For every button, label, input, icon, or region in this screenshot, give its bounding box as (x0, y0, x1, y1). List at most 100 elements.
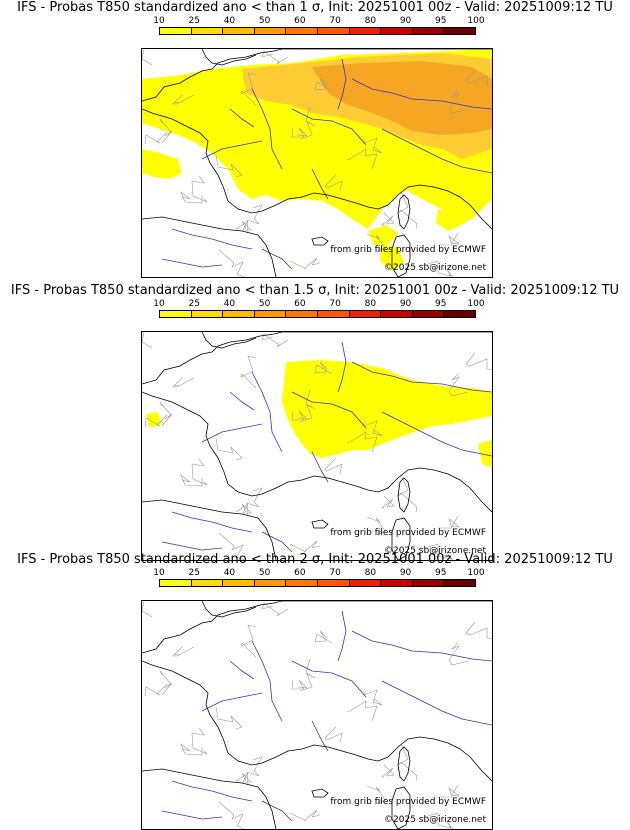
colorbar-segment (190, 311, 223, 317)
admin-border (346, 700, 378, 722)
map-canvas (142, 601, 492, 829)
river-line (261, 248, 293, 270)
colorbar-segment (348, 28, 381, 34)
admin-border (235, 772, 252, 783)
admin-border (420, 543, 454, 560)
colorbar-tick-label: 80 (364, 16, 377, 26)
colorbar-segment (285, 28, 317, 34)
colorbar-tick-label: 100 (467, 568, 485, 578)
colorbar-labels: 10 25 40 50 60 70 80 90 95 100 (153, 568, 484, 578)
colorbar-segment (411, 28, 444, 34)
colorbar-segment (316, 580, 349, 586)
colorbar-segment (190, 580, 223, 586)
panel-title: IFS - Probas T850 standardized ano < tha… (10, 283, 620, 298)
admin-border (261, 50, 289, 65)
admin-border (144, 683, 168, 697)
colorbar (159, 579, 476, 587)
map-canvas (142, 332, 492, 560)
admin-border (142, 601, 153, 618)
river-line (351, 630, 492, 662)
colorbar-tick-label: 25 (188, 299, 200, 309)
admin-border (289, 540, 321, 553)
colorbar-labels: 10 25 40 50 60 70 80 90 95 100 (153, 16, 484, 26)
colorbar-segment (160, 28, 191, 34)
map-frame: from grib files provided by ECMWF ©2025 … (141, 48, 493, 278)
coastline (142, 768, 277, 829)
colorbar-segment (380, 28, 412, 34)
island-outline (311, 236, 329, 246)
admin-border (314, 361, 333, 375)
coastline (201, 49, 257, 66)
admin-border (246, 204, 263, 234)
colorbar-tick-label: 50 (258, 568, 271, 578)
admin-border (191, 727, 208, 755)
colorbar-tick-label: 40 (223, 16, 236, 26)
colorbar-tick-label: 50 (258, 299, 271, 309)
river-line (337, 58, 347, 110)
colorbar-tick-label: 40 (223, 568, 236, 578)
colorbar-tick-label: 10 (153, 16, 165, 26)
river-line (291, 391, 367, 429)
copyright-credit: ©2025 sb@irizone.net (384, 263, 486, 273)
colorbar-tick-label: 95 (435, 568, 447, 578)
admin-border (144, 131, 168, 145)
admin-border (324, 457, 343, 475)
island-outline (391, 517, 411, 560)
admin-border (291, 127, 308, 138)
river-line (261, 531, 293, 553)
admin-border (180, 191, 203, 204)
admin-border (191, 458, 208, 486)
river-line (229, 660, 255, 680)
river-line (381, 680, 492, 726)
admin-border (159, 118, 173, 144)
forecast-panel-1: IFS - Probas T850 standardized ano < tha… (0, 0, 630, 278)
river-line (351, 361, 492, 393)
coastline (142, 601, 492, 782)
colorbar-tick-label: 70 (329, 16, 341, 26)
colorbar-segment (348, 311, 381, 317)
admin-border (324, 174, 343, 192)
panel-title: IFS - Probas T850 standardized ano < tha… (17, 0, 613, 15)
admin-border (289, 809, 321, 822)
probability-area (312, 61, 492, 135)
admin-border (246, 756, 263, 786)
admin-border (314, 630, 333, 644)
coastline (142, 49, 492, 230)
copyright-credit: ©2025 sb@irizone.net (384, 546, 486, 556)
admin-border (180, 474, 203, 487)
probability-area (478, 440, 492, 468)
admin-border (314, 78, 333, 92)
admin-border (346, 431, 378, 453)
admin-border (324, 726, 343, 744)
admin-border (299, 389, 316, 423)
river-line (161, 258, 223, 268)
admin-border (397, 743, 418, 782)
colorbar-segment (348, 580, 381, 586)
admin-border (299, 106, 316, 140)
colorbar-segment (411, 580, 444, 586)
admin-border (397, 474, 418, 513)
admin-border (291, 410, 308, 421)
source-credit: from grib files provided by ECMWF (330, 245, 486, 255)
forecast-panel-3: IFS - Probas T850 standardized ano < tha… (0, 552, 630, 830)
river-line (381, 128, 492, 174)
admin-border (448, 642, 469, 666)
river-line (291, 108, 367, 146)
admin-border (397, 191, 418, 230)
colorbar-tick-label: 100 (467, 16, 485, 26)
river-line (337, 341, 347, 393)
river-line (261, 800, 293, 822)
colorbar-segment (443, 311, 475, 317)
probability-area (142, 149, 182, 179)
admin-border (366, 516, 386, 536)
probability-area (368, 225, 398, 245)
colorbar-tick-label: 25 (188, 16, 200, 26)
coastline (142, 332, 492, 513)
admin-border (363, 689, 383, 706)
island-outline (311, 519, 329, 529)
river-line (311, 168, 329, 200)
colorbar-segment (380, 580, 412, 586)
island-outline (391, 786, 411, 829)
colorbar-tick-label: 90 (399, 568, 412, 578)
admin-border (366, 785, 386, 805)
